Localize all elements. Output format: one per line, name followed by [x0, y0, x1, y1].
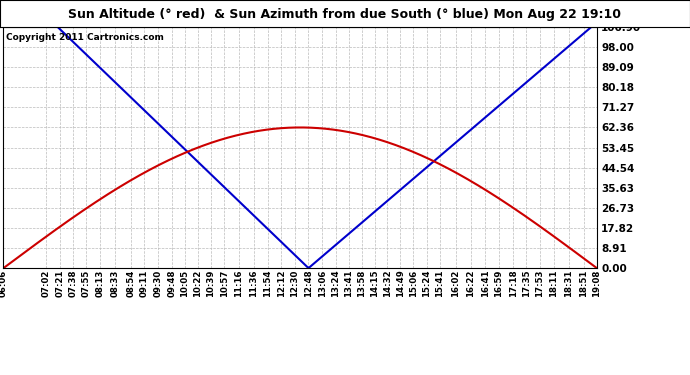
- Text: Copyright 2011 Cartronics.com: Copyright 2011 Cartronics.com: [6, 33, 164, 42]
- Text: Sun Altitude (° red)  & Sun Azimuth from due South (° blue) Mon Aug 22 19:10: Sun Altitude (° red) & Sun Azimuth from …: [68, 8, 622, 21]
